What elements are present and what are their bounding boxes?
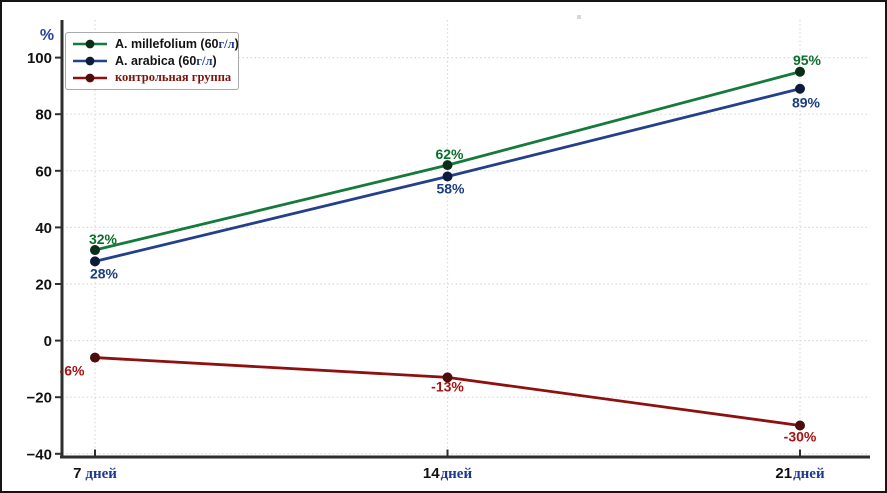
- legend-label: A. arabica (60г/л): [115, 53, 217, 68]
- data-point-label: 62%: [435, 146, 464, 162]
- legend-item-millefolium: A. millefolium (60г/л): [71, 36, 239, 53]
- x-axis-tick-label: 21дней: [775, 465, 825, 482]
- data-point-label: 89%: [792, 95, 821, 111]
- legend-marker-icon: [85, 73, 95, 83]
- x-axis-tick-label: 7 дней: [73, 465, 117, 482]
- legend-marker-icon: [85, 56, 95, 66]
- legend-swatch-millefolium: [73, 39, 107, 49]
- legend-label: A. millefolium (60г/л): [115, 36, 239, 51]
- data-point-label: 58%: [436, 180, 465, 196]
- y-axis-tick-label: 100: [27, 50, 52, 67]
- y-axis-unit-label: %: [40, 27, 54, 44]
- data-point-label: -6%: [60, 363, 85, 379]
- y-axis-tick-label: 0: [44, 333, 52, 350]
- data-point-label: 32%: [89, 231, 118, 247]
- y-axis-tick-label: −20: [27, 390, 52, 407]
- legend-marker-icon: [85, 39, 95, 49]
- data-point-marker: [795, 420, 805, 431]
- data-point-marker: [795, 66, 805, 77]
- chart-legend: A. millefolium (60г/л) A. arabica (60г/л…: [65, 32, 239, 90]
- y-axis-tick-label: 60: [35, 163, 52, 180]
- legend-item-control-group: контрольная группа: [71, 69, 232, 86]
- legend-swatch-control: [73, 73, 107, 83]
- data-point-marker: [90, 256, 100, 267]
- data-point-label: -13%: [431, 378, 464, 394]
- y-axis-tick-label: 40: [35, 220, 52, 237]
- data-point-marker: [442, 372, 453, 383]
- data-point-marker: [795, 83, 805, 94]
- y-axis-tick-label: −40: [27, 446, 52, 463]
- data-point-label: 95%: [793, 52, 822, 68]
- data-point-marker: [90, 352, 100, 363]
- x-axis-tick-label: 14дней: [423, 465, 473, 482]
- data-point-marker: [442, 171, 453, 182]
- legend-label: контрольная группа: [115, 70, 232, 85]
- legend-item-arabica: A. arabica (60г/л): [71, 53, 232, 70]
- data-point-label: 28%: [90, 265, 119, 281]
- y-axis-tick-label: 80: [35, 107, 52, 124]
- data-point-marker: [442, 160, 453, 171]
- legend-swatch-arabica: [73, 56, 107, 66]
- stray-pixel-artifact: [577, 15, 581, 19]
- data-point-label: -30%: [784, 429, 817, 445]
- data-point-marker: [90, 245, 100, 256]
- y-axis-tick-label: 20: [35, 277, 52, 294]
